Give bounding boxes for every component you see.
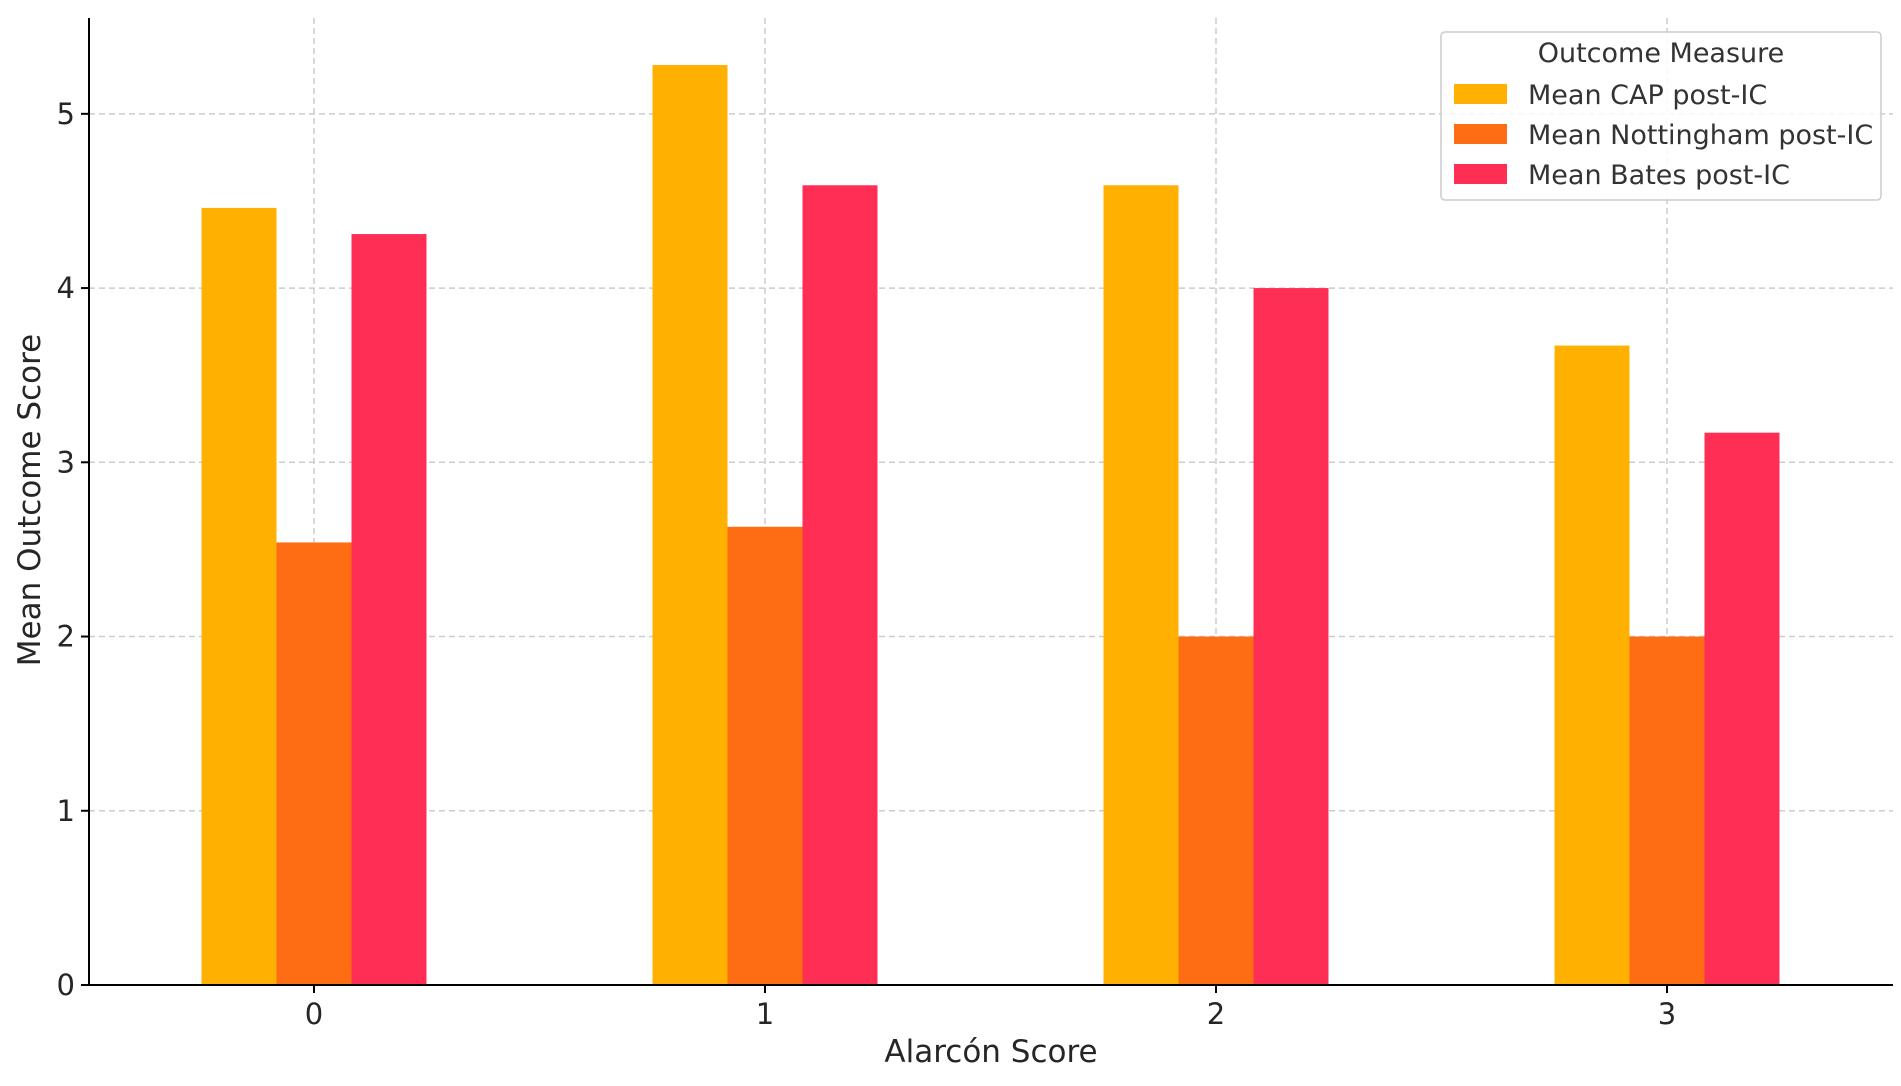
x-tick-label: 0 — [305, 997, 323, 1031]
y-tick-label: 2 — [57, 620, 75, 654]
x-tick-label: 2 — [1207, 997, 1225, 1031]
y-tick-label: 1 — [57, 794, 75, 828]
bar — [1253, 288, 1329, 985]
y-tick-label: 5 — [57, 97, 75, 131]
bar — [1629, 636, 1705, 985]
x-axis-title: Alarcón Score — [884, 1034, 1097, 1070]
bar — [652, 65, 728, 986]
x-tick-label: 3 — [1658, 997, 1676, 1031]
x-tick-label: 1 — [756, 997, 774, 1031]
x-ticks: 0 1 2 3 — [305, 985, 1676, 1031]
legend-swatch — [1454, 164, 1507, 184]
legend-items: Mean CAP post-IC Mean Nottingham post-IC M… — [1454, 80, 1873, 191]
bar — [727, 526, 803, 985]
bar — [1103, 185, 1179, 985]
legend-label: Mean Nottingham post-IC — [1528, 120, 1873, 151]
bar — [1178, 636, 1254, 985]
bar — [276, 542, 352, 985]
bar — [1704, 432, 1780, 985]
axes — [88, 18, 1893, 986]
legend: Outcome Measure Mean CAP post-IC Mean Not… — [1440, 31, 1882, 201]
bar — [802, 185, 878, 985]
legend-swatch — [1454, 124, 1507, 144]
legend-label: Mean Bates post-IC — [1528, 160, 1790, 191]
legend-label: Mean CAP post-IC — [1528, 80, 1767, 111]
y-tick-label: 0 — [57, 968, 75, 1002]
bar — [1554, 345, 1630, 985]
y-tick-label: 4 — [57, 271, 75, 305]
y-ticks: 0 1 2 3 4 5 — [57, 97, 89, 1002]
bar — [201, 207, 277, 986]
legend-title: Outcome Measure — [1538, 38, 1785, 69]
bars — [201, 65, 1780, 986]
y-tick-label: 3 — [57, 445, 75, 479]
legend-box — [1440, 31, 1882, 201]
bar — [351, 234, 427, 986]
legend-swatch — [1454, 84, 1507, 104]
y-axis-title: Mean Outcome Score — [12, 334, 48, 666]
